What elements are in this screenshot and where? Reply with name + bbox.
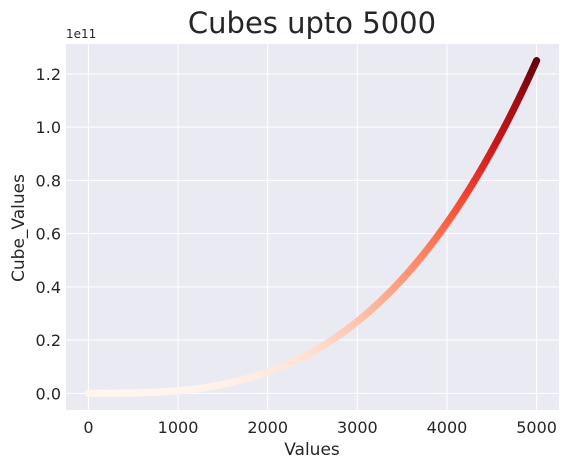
scatter-points: [84, 57, 541, 397]
x-tick-label: 4000: [427, 418, 468, 437]
y-tick-label: 0.6: [36, 225, 61, 244]
x-tick-label: 3000: [337, 418, 378, 437]
x-tick-labels: 0 1000 2000 3000 4000 5000: [83, 418, 557, 437]
y-tick-label: 0.0: [36, 384, 61, 403]
y-tick-label: 0.2: [36, 331, 61, 350]
chart-title: Cubes upto 5000: [188, 6, 436, 40]
y-tick-labels: 0.0 0.2 0.4 0.6 0.8 1.0 1.2: [36, 65, 61, 403]
x-tick-label: 1000: [158, 418, 199, 437]
x-tick-label: 5000: [516, 418, 557, 437]
y-axis-label: Cube_Values: [9, 174, 29, 282]
y-offset-label: 1e11: [66, 27, 96, 41]
y-tick-label: 0.8: [36, 171, 61, 190]
x-tick-label: 2000: [247, 418, 288, 437]
y-tick-label: 1.0: [36, 118, 61, 137]
x-axis-label: Values: [284, 440, 340, 460]
x-tick-label: 0: [83, 418, 93, 437]
y-tick-label: 0.4: [36, 278, 61, 297]
y-tick-label: 1.2: [36, 65, 61, 84]
scatter-point: [532, 57, 541, 65]
